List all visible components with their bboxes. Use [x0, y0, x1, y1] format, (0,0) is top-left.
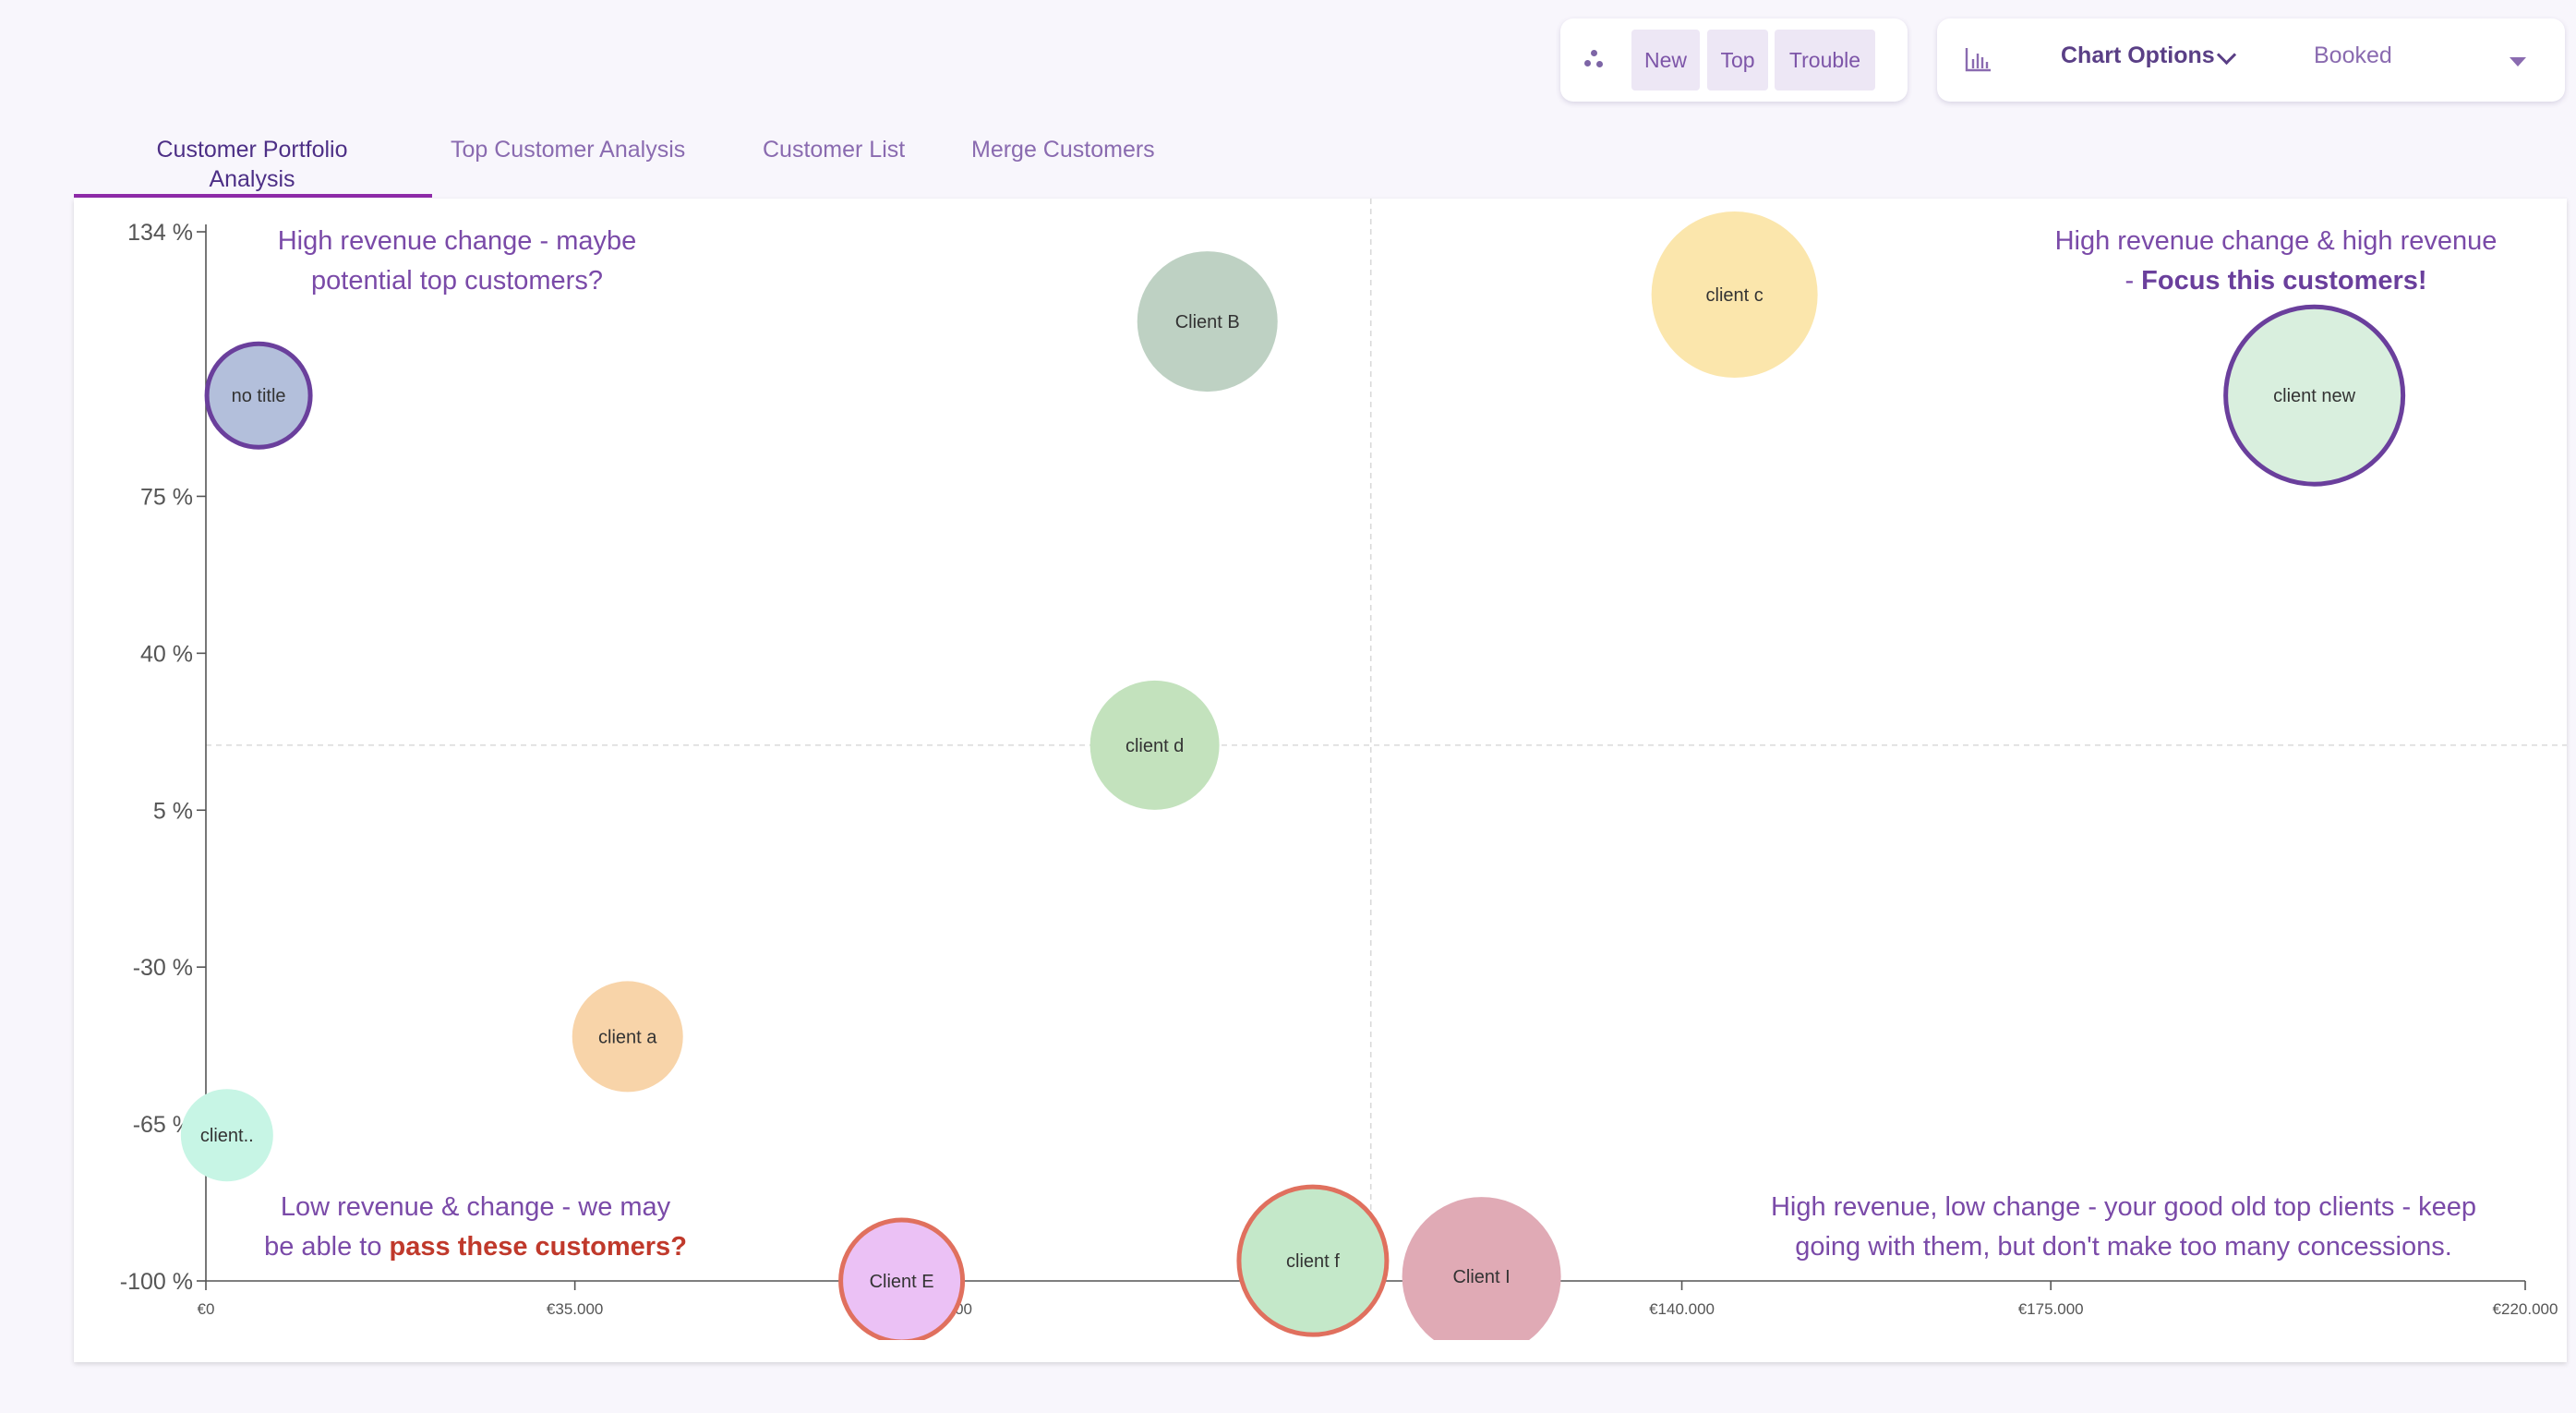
customer-bubble-circle	[838, 1217, 966, 1340]
customer-bubble-label: client..	[200, 1126, 254, 1146]
bar-chart-icon	[1965, 48, 1991, 72]
customer-bubble-circle	[204, 341, 313, 450]
tab-label: Top Customer Analysis	[451, 137, 686, 163]
quadrant-text: be able to	[264, 1232, 390, 1262]
y-tick-label: 40 %	[140, 641, 193, 667]
customer-bubble-circle	[1651, 211, 1818, 378]
x-tick-label: €220.000	[2493, 1300, 2558, 1318]
customer-bubble[interactable]: client d	[1089, 680, 1220, 810]
customer-bubble-circle	[1089, 680, 1220, 810]
revenue-type-select[interactable]: Booked	[2314, 42, 2392, 68]
customer-bubble-label: Client I	[1452, 1267, 1510, 1287]
quadrant-line: High revenue change & high revenue	[2054, 226, 2498, 256]
quadrant-emphasis: Focus this customers!	[2141, 266, 2427, 296]
y-tick-label: 75 %	[140, 484, 193, 510]
filter-top-button[interactable]: Top	[1707, 30, 1768, 91]
filter-new-button[interactable]: New	[1631, 30, 1700, 91]
x-tick-label: €0	[198, 1300, 215, 1318]
y-tick-label: -100 %	[120, 1269, 193, 1295]
customer-bubble-label: no title	[232, 386, 286, 406]
customer-bubble-label: client c	[1706, 285, 1763, 306]
tab-label: Merge Customers	[971, 137, 1155, 163]
tab-label: Customer List	[763, 137, 906, 163]
portfolio-chart-card	[74, 199, 2567, 1362]
x-tick-label: €35.000	[547, 1300, 603, 1318]
customer-bubble[interactable]: client new	[2223, 304, 2406, 487]
quadrant-line: High revenue, low change - your good old…	[1770, 1192, 2477, 1222]
customer-bubble-circle	[1402, 1197, 1561, 1340]
quadrant-warning: pass these customers?	[389, 1232, 687, 1262]
customer-bubble-circle	[2223, 304, 2406, 487]
y-tick-label: 5 %	[153, 798, 193, 824]
quadrant-label-top-left: High revenue change - maybe potential to…	[231, 222, 683, 301]
customer-bubble[interactable]: client c	[1651, 211, 1818, 378]
quadrant-line: potential top customers?	[311, 266, 603, 296]
chart-options-toolbar: Chart Options Booked	[1937, 18, 2565, 102]
customer-bubble-circle	[572, 981, 683, 1093]
customer-bubble[interactable]: Client I	[1402, 1197, 1561, 1356]
quadrant-line: Low revenue & change - we may	[280, 1192, 671, 1222]
tab-label-line: Customer Portfolio	[156, 137, 348, 163]
customer-bubble-label: client new	[2273, 386, 2355, 406]
y-tick-label: 134 %	[127, 220, 193, 246]
tab-customer-list[interactable]: Customer List	[763, 135, 905, 164]
bubble-chart: 134 %75 %40 %5 %-30 %-65 %-100 %€0 €35.00…	[120, 199, 2567, 1356]
chart-options-button[interactable]: Chart Options	[2061, 42, 2215, 68]
tab-customer-portfolio-analysis[interactable]: Customer Portfolio Analysis	[102, 135, 403, 194]
customer-bubble-circle	[1236, 1184, 1390, 1337]
quadrant-label-top-right: High revenue change & high revenue - Foc…	[2013, 222, 2539, 301]
customer-bubble[interactable]: Client B	[1137, 251, 1278, 392]
quadrant-line: going with them, but don't make too many…	[1795, 1232, 2452, 1262]
tab-top-customer-analysis[interactable]: Top Customer Analysis	[451, 135, 685, 164]
y-tick-label: -30 %	[133, 955, 193, 981]
filter-trouble-button[interactable]: Trouble	[1775, 30, 1875, 91]
x-tick-label: €140.000	[1649, 1300, 1715, 1318]
customer-filter-toolbar: New Top Trouble	[1560, 18, 1908, 102]
customer-bubble-circle	[1137, 251, 1278, 392]
customer-bubble[interactable]: Client E	[838, 1217, 966, 1342]
customer-bubble[interactable]: client f	[1236, 1184, 1390, 1337]
customer-bubble-label: Client E	[870, 1272, 934, 1292]
tab-label-line: Analysis	[209, 166, 295, 192]
chevron-down-icon[interactable]	[2216, 44, 2237, 66]
quadrant-label-bottom-left: Low revenue & change - we may be able to…	[231, 1188, 720, 1267]
quadrant-line: be able to pass these customers?	[231, 1227, 720, 1267]
scatter-dots-icon	[1584, 48, 1605, 70]
x-tick-label: €175.000	[2018, 1300, 2084, 1318]
quadrant-label-bottom-right: High revenue, low change - your good old…	[1708, 1188, 2539, 1267]
customer-bubble[interactable]: client a	[572, 981, 683, 1093]
customer-bubble[interactable]: client..	[180, 1089, 273, 1182]
customer-bubble-label: Client B	[1175, 312, 1240, 332]
tab-merge-customers[interactable]: Merge Customers	[971, 135, 1155, 164]
select-caret-icon[interactable]	[2510, 57, 2526, 66]
customer-bubble-circle	[180, 1089, 273, 1182]
customer-bubble-label: client a	[598, 1027, 657, 1047]
customer-bubble-label: client d	[1125, 736, 1184, 756]
quadrant-text: -	[2125, 266, 2142, 296]
active-tab-indicator	[74, 194, 432, 198]
customer-bubble-label: client f	[1286, 1251, 1340, 1272]
quadrant-line: - Focus this customers!	[2013, 261, 2539, 301]
quadrant-line: High revenue change - maybe	[277, 226, 637, 256]
customer-bubble[interactable]: no title	[204, 341, 313, 450]
